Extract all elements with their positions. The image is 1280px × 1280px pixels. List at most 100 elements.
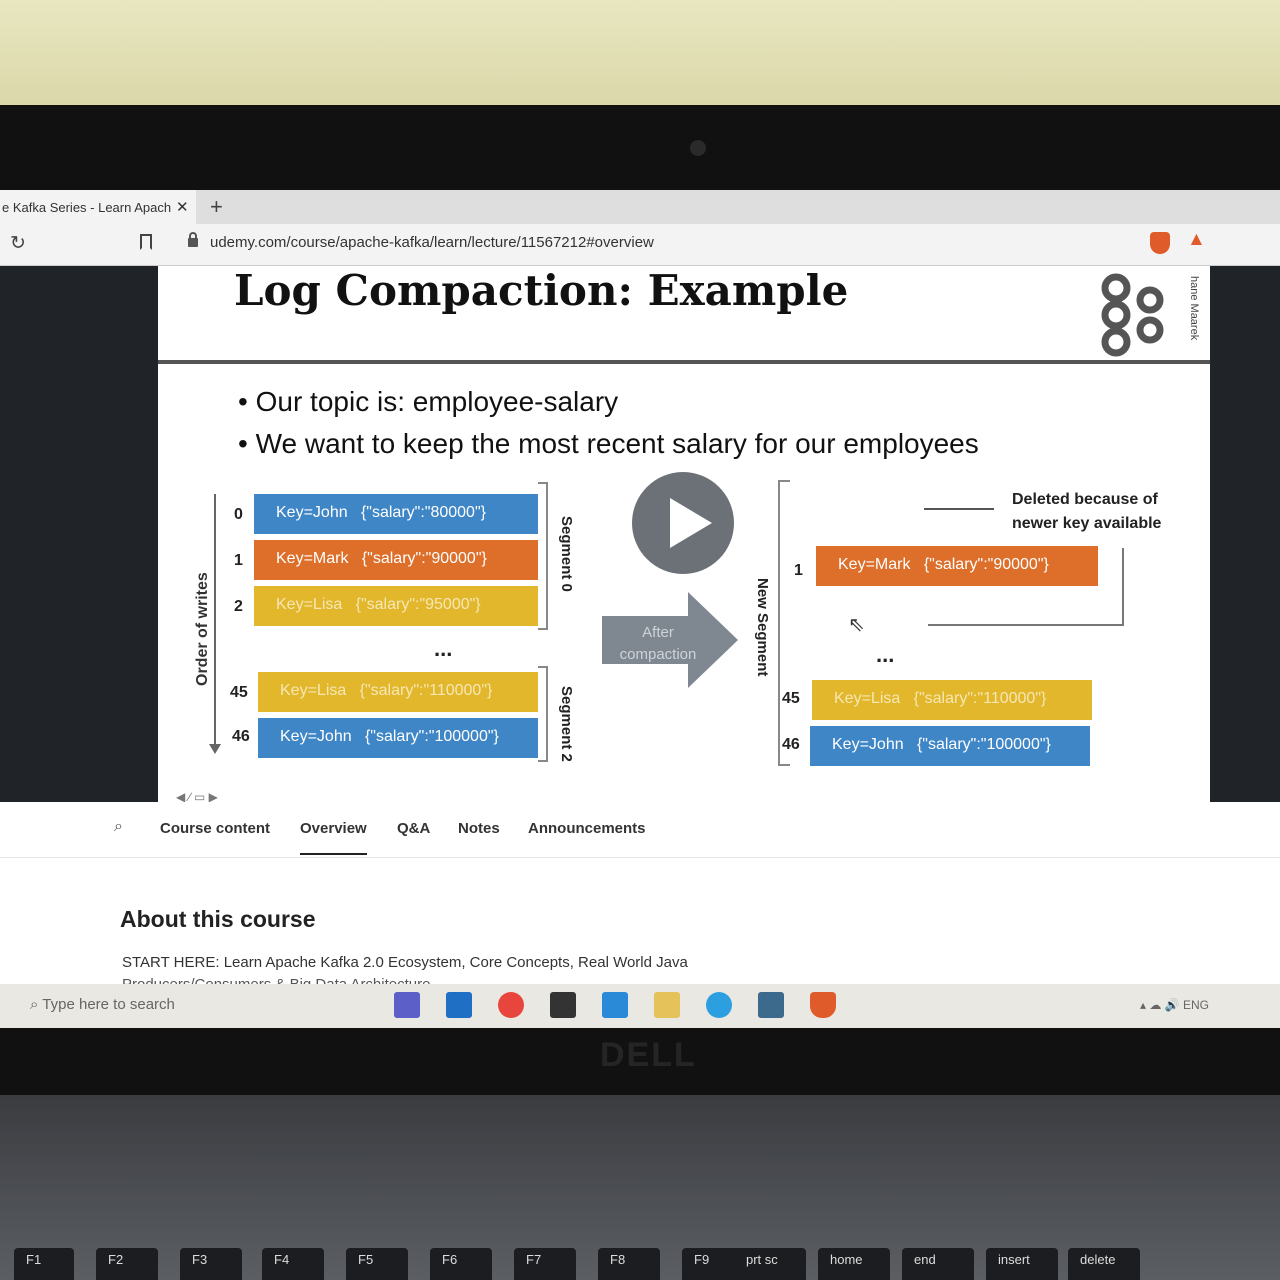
- about-heading: About this course: [120, 906, 316, 932]
- record-key: Key=Mark: [838, 556, 911, 573]
- slide: Log Compaction: Example hane Maarek • Ou…: [158, 266, 1210, 802]
- teams-icon[interactable]: [394, 992, 420, 1018]
- compaction-arrow: [602, 616, 688, 664]
- url-field[interactable]: udemy.com/course/apache-kafka/learn/lect…: [210, 234, 654, 251]
- player-controls-icon[interactable]: ◀ ∕ ▭ ▶: [176, 790, 218, 804]
- tab-bar: e Kafka Series - Learn Apach ✕ +: [0, 190, 1280, 224]
- key-f5[interactable]: F5: [346, 1248, 408, 1280]
- outlook-icon[interactable]: [446, 992, 472, 1018]
- author-credit: hane Maarek: [1188, 276, 1200, 341]
- new-tab-icon[interactable]: +: [210, 194, 223, 219]
- segment2-label: Segment 2: [558, 686, 575, 762]
- taskbar-search[interactable]: ⌕ Type here to search: [30, 996, 175, 1013]
- key-f8[interactable]: F8: [598, 1248, 660, 1280]
- chrome-icon[interactable]: [498, 992, 524, 1018]
- rewards-icon[interactable]: ▲: [1187, 229, 1206, 250]
- tab-overview[interactable]: Overview: [300, 820, 367, 855]
- record-block: Key=John {"salary":"80000"}: [254, 494, 538, 534]
- new-segment-bracket: [778, 480, 790, 766]
- tab-title: e Kafka Series - Learn Apach: [2, 200, 172, 215]
- tab-qa[interactable]: Q&A: [397, 820, 431, 837]
- record-value: {"salary":"95000"}: [355, 596, 481, 613]
- browser-tab[interactable]: e Kafka Series - Learn Apach ✕: [0, 190, 196, 224]
- close-icon[interactable]: ✕: [176, 199, 189, 216]
- record-block: Key=John {"salary":"100000"}: [810, 726, 1090, 766]
- offset-label: 45: [782, 690, 800, 707]
- search-icon[interactable]: ⌕: [114, 818, 123, 835]
- key-f4[interactable]: F4: [262, 1248, 324, 1280]
- play-button-icon[interactable]: [632, 472, 734, 574]
- vscode-icon[interactable]: [602, 992, 628, 1018]
- photos-icon[interactable]: [758, 992, 784, 1018]
- segment0-label: Segment 0: [558, 516, 575, 592]
- bookmark-icon[interactable]: [140, 234, 152, 250]
- record-block: Key=Lisa {"salary":"95000"}: [254, 586, 538, 626]
- record-block: Key=Mark {"salary":"90000"}: [254, 540, 538, 580]
- record-block: Key=John {"salary":"100000"}: [258, 718, 538, 758]
- record-key: Key=John: [832, 736, 904, 753]
- key-f9[interactable]: F9: [682, 1248, 744, 1280]
- bullet-topic: • Our topic is: employee-salary: [238, 386, 619, 417]
- course-description: START HERE: Learn Apache Kafka 2.0 Ecosy…: [122, 954, 688, 971]
- record-value: {"salary":"100000"}: [364, 728, 499, 745]
- offset-label: 45: [230, 684, 248, 701]
- sublime-icon[interactable]: [550, 992, 576, 1018]
- lock-icon: [188, 232, 198, 247]
- language-indicator: ENG: [1182, 998, 1209, 1012]
- segment2-bracket: [538, 666, 548, 762]
- title-divider: [158, 360, 1210, 364]
- ellipsis: ...: [876, 642, 895, 667]
- tab-notes[interactable]: Notes: [458, 820, 500, 837]
- ellipsis: ...: [434, 636, 453, 661]
- tab-course-content[interactable]: Course content: [160, 820, 271, 837]
- key-delete[interactable]: delete: [1068, 1248, 1140, 1280]
- deleted-pointer-line: [924, 508, 994, 510]
- record-block: Key=Lisa {"salary":"110000"}: [812, 680, 1092, 720]
- key-f6[interactable]: F6: [430, 1248, 492, 1280]
- record-block: Key=Lisa {"salary":"110000"}: [258, 672, 538, 712]
- record-value: {"salary":"100000"}: [916, 736, 1051, 753]
- key-f7[interactable]: F7: [514, 1248, 576, 1280]
- order-axis: [214, 494, 216, 750]
- record-block: Key=Mark {"salary":"90000"}: [816, 546, 1098, 586]
- compaction-arrow-head: [688, 592, 738, 688]
- brave-icon[interactable]: [810, 992, 836, 1018]
- key-insert[interactable]: insert: [986, 1248, 1058, 1280]
- record-value: {"salary":"80000"}: [360, 504, 486, 521]
- video-player[interactable]: Log Compaction: Example hane Maarek • Ou…: [0, 266, 1280, 804]
- key-f2[interactable]: F2: [96, 1248, 158, 1280]
- address-bar: ↻ udemy.com/course/apache-kafka/learn/le…: [0, 224, 1280, 266]
- record-key: Key=Lisa: [276, 596, 343, 613]
- key-end[interactable]: end: [902, 1248, 974, 1280]
- key-f3[interactable]: F3: [180, 1248, 242, 1280]
- segment0-bracket: [538, 482, 548, 630]
- tab-announcements[interactable]: Announcements: [528, 820, 646, 837]
- record-key: Key=Lisa: [834, 690, 901, 707]
- course-description-cut: Producers/Consumers & Big Data Architect…: [122, 976, 430, 984]
- order-of-writes-label: Order of writes: [194, 572, 211, 686]
- file-explorer-icon[interactable]: [654, 992, 680, 1018]
- edge-icon[interactable]: [706, 992, 732, 1018]
- record-key: Key=Lisa: [280, 682, 347, 699]
- mouse-cursor-icon: ⇖: [848, 614, 865, 636]
- record-key: Key=John: [280, 728, 352, 745]
- background-wall: [0, 0, 1280, 120]
- reload-icon[interactable]: ↻: [10, 233, 26, 254]
- record-value: {"salary":"110000"}: [913, 690, 1047, 707]
- kafka-logo-icon: [1101, 273, 1164, 357]
- offset-label: 0: [234, 506, 243, 523]
- record-value: {"salary":"110000"}: [359, 682, 493, 699]
- bullet-text: We want to keep the most recent salary f…: [255, 428, 979, 459]
- connector-line: [1122, 548, 1124, 626]
- key-prtsc[interactable]: prt sc: [734, 1248, 806, 1280]
- record-value: {"salary":"90000"}: [923, 556, 1049, 573]
- key-home[interactable]: home: [818, 1248, 890, 1280]
- key-f1[interactable]: F1: [14, 1248, 74, 1280]
- record-key: Key=John: [276, 504, 348, 521]
- system-tray[interactable]: ▴ ☁ 🔊 ENG: [1140, 998, 1209, 1012]
- after-compaction-label: After compaction: [619, 624, 697, 663]
- offset-label: 1: [794, 562, 803, 579]
- bullet-text: Our topic is: employee-salary: [255, 386, 619, 417]
- connector-line: [928, 624, 1124, 626]
- brave-shield-icon[interactable]: [1150, 232, 1170, 254]
